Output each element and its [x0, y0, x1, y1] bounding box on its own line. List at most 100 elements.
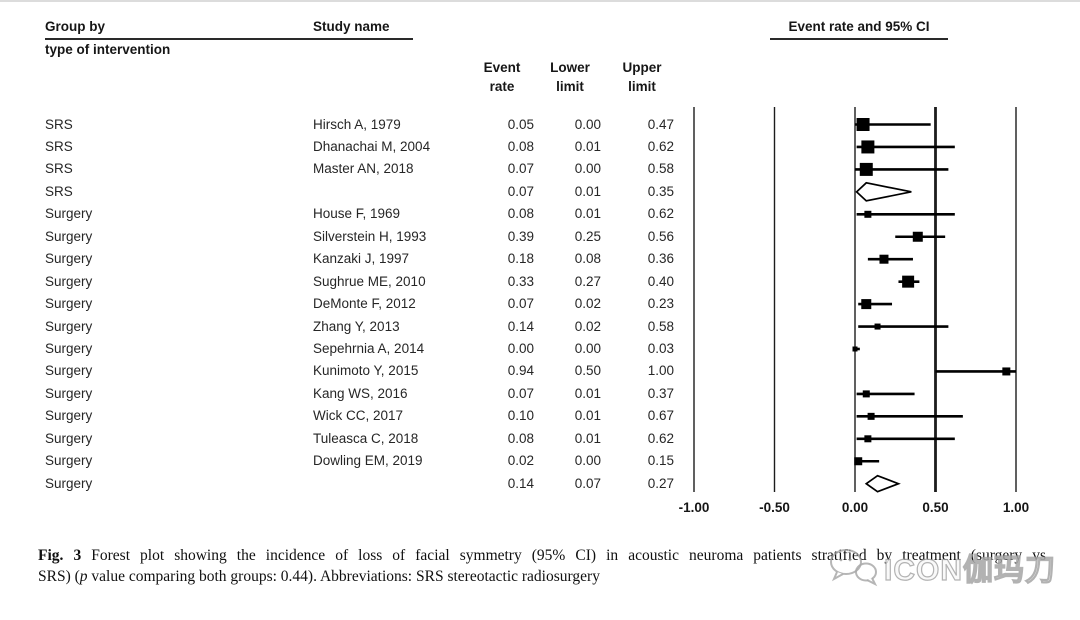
- lower-limit-value: 0.08: [574, 251, 601, 267]
- upper-limit-value: 0.03: [647, 341, 674, 356]
- forest-table-row: Surgery Silverstein H, 1993 0.39 0.25 0.56: [0, 227, 1080, 247]
- group-label: SRS: [45, 138, 73, 154]
- forest-table-row: Surgery 0.14 0.07 0.27: [0, 474, 1080, 494]
- group-label: Surgery: [45, 206, 93, 222]
- upper-limit-value: 0.23: [647, 296, 674, 312]
- forest-table-row: Surgery Kunimoto Y, 2015 0.94 0.50 1.00: [0, 361, 1080, 381]
- study-name: Wick CC, 2017: [313, 408, 404, 424]
- caption-figure-label: Fig. 3: [38, 547, 82, 564]
- column-header-study-name: Study name: [313, 19, 413, 40]
- forest-table-row: SRS 0.07 0.01 0.35: [0, 182, 1080, 202]
- lower-limit-value: 0.00: [574, 453, 601, 469]
- forest-table-row: Surgery Sepehrnia A, 2014 0.00 0.00 0.03: [0, 339, 1080, 359]
- event-rate-value: 0.14: [507, 318, 534, 334]
- lower-limit-value: 0.01: [574, 385, 601, 401]
- axis-tick-label: -0.50: [759, 500, 790, 515]
- upper-limit-value: 0.62: [647, 138, 674, 154]
- group-label: SRS: [45, 161, 73, 177]
- event-rate-value: 0.33: [507, 273, 534, 289]
- group-label: Surgery: [45, 228, 93, 244]
- study-name: Hirsch A, 1979: [313, 116, 401, 132]
- watermark: ICON伽玛刀: [828, 545, 1056, 589]
- forest-table-row: Surgery DeMonte F, 2012 0.07 0.02 0.23: [0, 294, 1080, 314]
- group-label: Surgery: [45, 296, 93, 312]
- upper-limit-value: 0.62: [647, 430, 674, 446]
- study-name: Tuleasca C, 2018: [313, 430, 419, 446]
- event-rate-value: 0.18: [507, 251, 534, 267]
- column-header-event-rate-line2: rate: [489, 79, 515, 94]
- upper-limit-value: 0.67: [647, 408, 674, 424]
- column-header-lower-limit-line1: Lower: [550, 60, 590, 75]
- event-rate-value: 0.02: [507, 453, 534, 469]
- event-rate-value: 0.00: [507, 341, 534, 356]
- lower-limit-value: 0.27: [574, 273, 601, 289]
- column-header-upper-limit: Upper limit: [609, 58, 675, 96]
- group-label: Surgery: [45, 453, 93, 469]
- event-rate-value: 0.14: [507, 475, 534, 491]
- plot-title: Event rate and 95% CI: [770, 19, 948, 40]
- upper-limit-value: 0.37: [647, 385, 674, 401]
- study-name: Kunimoto Y, 2015: [313, 363, 419, 379]
- event-rate-value: 0.39: [507, 228, 534, 244]
- lower-limit-value: 0.01: [574, 183, 601, 199]
- upper-limit-value: 0.56: [647, 228, 674, 244]
- caption-line2-post: value comparing both groups: 0.44). Abbr…: [87, 568, 600, 585]
- study-name: Zhang Y, 2013: [313, 318, 400, 334]
- lower-limit-value: 0.07: [574, 475, 601, 491]
- column-header-upper-limit-line1: Upper: [622, 60, 662, 75]
- column-header-event-rate: Event rate: [469, 58, 535, 96]
- axis-tick-label: 0.00: [842, 500, 868, 515]
- group-label: Surgery: [45, 385, 93, 401]
- lower-limit-value: 0.00: [574, 341, 601, 356]
- group-label: SRS: [45, 183, 73, 199]
- wechat-icon: [830, 549, 878, 587]
- forest-table-row: Surgery Zhang Y, 2013 0.14 0.02 0.58: [0, 317, 1080, 337]
- study-name: House F, 1969: [313, 206, 401, 222]
- event-rate-value: 0.05: [507, 116, 534, 132]
- forest-table-row: Surgery Dowling EM, 2019 0.02 0.00 0.15: [0, 451, 1080, 471]
- upper-limit-value: 0.36: [647, 251, 674, 267]
- event-rate-value: 0.08: [507, 138, 534, 154]
- forest-table-row: Surgery Kanzaki J, 1997 0.18 0.08 0.36: [0, 249, 1080, 269]
- forest-table-row: SRS Dhanachai M, 2004 0.08 0.01 0.62: [0, 137, 1080, 157]
- group-label: Surgery: [45, 273, 93, 289]
- group-label: Surgery: [45, 475, 93, 491]
- caption-p-italic: p: [79, 568, 88, 585]
- column-header-group-by: Group by: [45, 19, 321, 40]
- lower-limit-value: 0.01: [574, 408, 601, 424]
- axis-tick-label: -1.00: [679, 500, 710, 515]
- lower-limit-value: 0.00: [574, 116, 601, 132]
- forest-table-row: Surgery Tuleasca C, 2018 0.08 0.01 0.62: [0, 429, 1080, 449]
- event-rate-value: 0.07: [507, 296, 534, 312]
- figure-caption: Fig. 3 Forest plot showing the incidence…: [38, 545, 1046, 587]
- study-name: Kang WS, 2016: [313, 385, 408, 401]
- event-rate-value: 0.94: [507, 363, 534, 379]
- study-name: Dowling EM, 2019: [313, 453, 423, 469]
- lower-limit-value: 0.25: [574, 228, 601, 244]
- watermark-text: ICON伽玛刀: [883, 553, 1056, 587]
- event-rate-value: 0.10: [507, 408, 534, 424]
- event-rate-value: 0.07: [507, 161, 534, 177]
- event-rate-value: 0.07: [507, 183, 534, 199]
- upper-limit-value: 1.00: [647, 363, 674, 379]
- caption-line-2: SRS) (p value comparing both groups: 0.4…: [38, 566, 1046, 587]
- study-name: Sepehrnia A, 2014: [313, 341, 425, 356]
- upper-limit-value: 0.27: [647, 475, 674, 491]
- column-header-event-rate-line1: Event: [483, 60, 521, 75]
- upper-limit-value: 0.15: [647, 453, 674, 469]
- study-name: Kanzaki J, 1997: [313, 251, 410, 267]
- group-label: Surgery: [45, 341, 93, 356]
- forest-table-row: Surgery House F, 1969 0.08 0.01 0.62: [0, 204, 1080, 224]
- column-header-lower-limit: Lower limit: [537, 58, 603, 96]
- forest-table-row: SRS Hirsch A, 1979 0.05 0.00 0.47: [0, 115, 1080, 135]
- column-header-lower-limit-line2: limit: [556, 79, 584, 94]
- study-name: Master AN, 2018: [313, 161, 414, 177]
- lower-limit-value: 0.01: [574, 206, 601, 222]
- study-name: Dhanachai M, 2004: [313, 138, 431, 154]
- caption-line-1: Fig. 3 Forest plot showing the incidence…: [38, 545, 1046, 566]
- group-label: Surgery: [45, 363, 93, 379]
- axis-tick-label: 0.50: [922, 500, 948, 515]
- page-top-edge: [0, 0, 1080, 2]
- caption-line2-pre: SRS) (: [38, 568, 80, 585]
